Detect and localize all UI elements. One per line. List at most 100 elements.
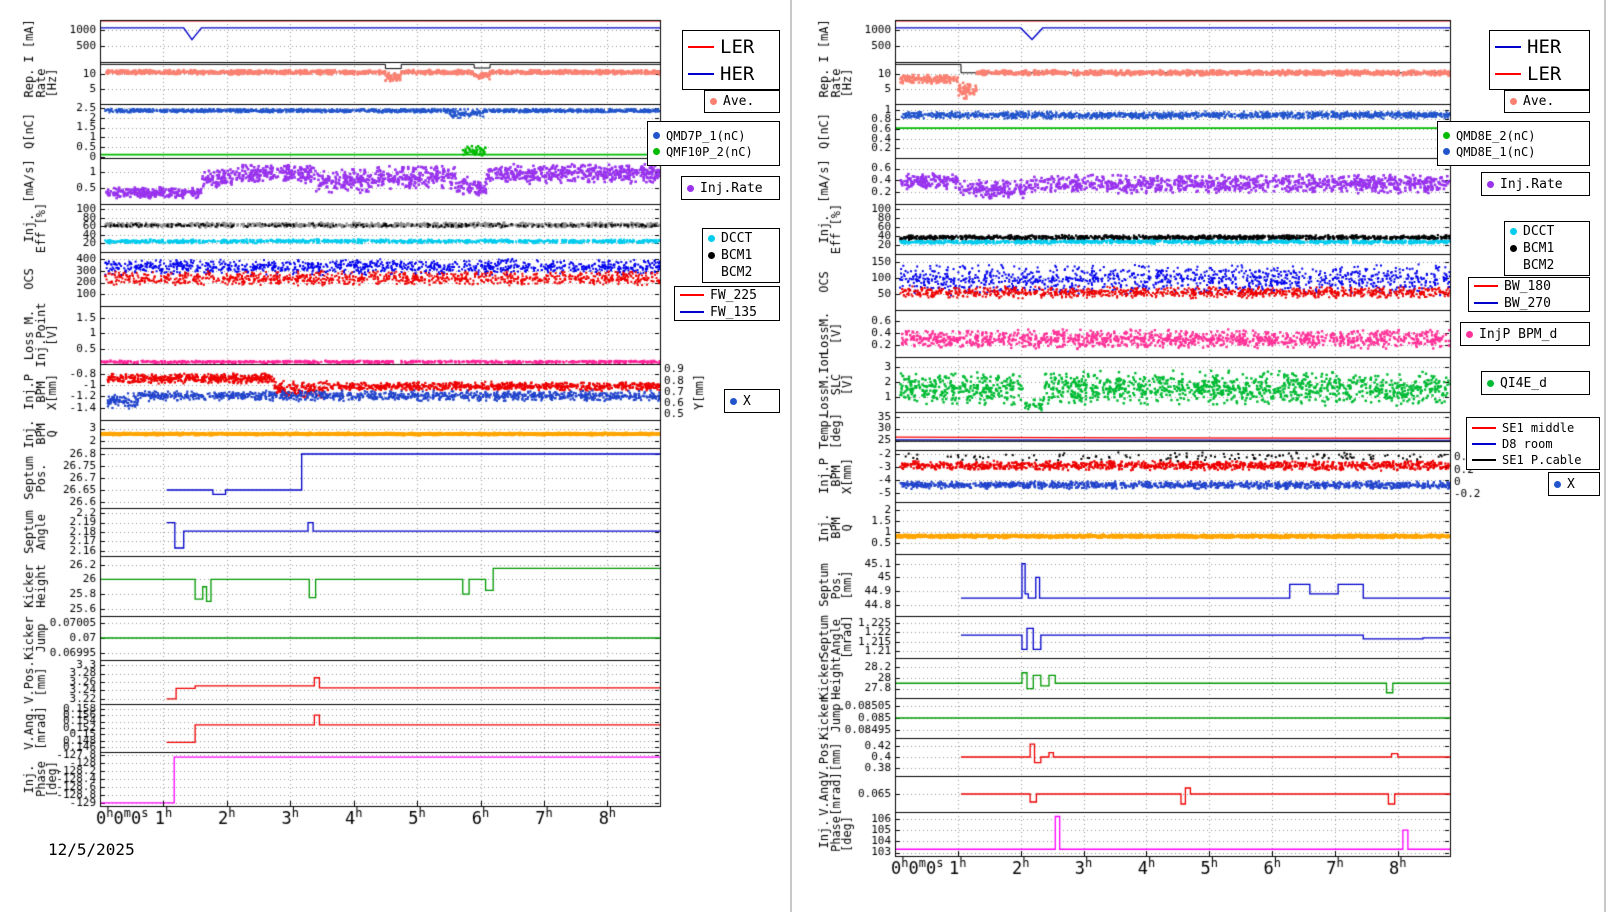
legend-item: QMD7P_1(nC) <box>653 129 774 143</box>
legend-injp-right: InjP BPM_d <box>1460 322 1590 346</box>
legend-label: SE1 P.cable <box>1502 452 1582 467</box>
legend-item: X <box>1554 477 1594 492</box>
right-edge-divider <box>1604 0 1606 912</box>
legend-item: QI4E_d <box>1487 376 1584 391</box>
legend-label: QMD7P_1(nC) <box>666 128 746 143</box>
legend-label: SE1 middle <box>1502 420 1575 435</box>
legend-label: BW_270 <box>1504 295 1551 311</box>
legend-item: X <box>730 394 774 409</box>
legend-item: QMD8E_2(nC) <box>1443 129 1584 143</box>
x-dot-marker <box>1554 480 1561 488</box>
legend-x-left: X <box>724 389 780 413</box>
legend-item: LER <box>688 36 774 58</box>
ave-dot-marker <box>710 98 717 105</box>
injrate-dot-marker <box>687 184 694 192</box>
fw225-line-marker <box>680 294 704 296</box>
x-dot-marker <box>730 397 737 405</box>
legend-item: QMF10P_2(nC) <box>653 145 774 159</box>
legend-item: BCM2 <box>708 265 774 280</box>
legend-label: FW_225 <box>710 287 757 303</box>
legend-label: Inj.Rate <box>1500 176 1563 192</box>
injp-dot-marker <box>1466 330 1473 338</box>
legend-x-right: X <box>1548 472 1600 496</box>
injrate-dot-marker <box>1487 180 1494 188</box>
legend-item: LER <box>1495 63 1584 85</box>
panel-divider <box>790 0 792 912</box>
legend-item: BW_270 <box>1474 296 1584 311</box>
bcm1-dot-marker <box>708 252 715 259</box>
legend-injrate-right: Inj.Rate <box>1481 172 1590 196</box>
legend-item: Inj.Rate <box>1487 177 1584 192</box>
legend-label: LER <box>1527 62 1562 85</box>
legend-item: BCM2 <box>1510 258 1584 273</box>
legend-temp-right: SE1 middle D8 room SE1 P.cable <box>1466 417 1600 470</box>
legend-bw-right: BW_180 BW_270 <box>1468 277 1590 312</box>
legend-item: DCCT <box>708 231 774 246</box>
legend-label: BCM1 <box>721 248 753 263</box>
legend-item: BCM1 <box>1510 241 1584 256</box>
ave-dot-marker <box>1510 98 1517 105</box>
legend-item: Ave. <box>1510 94 1584 109</box>
legend-label: BCM2 <box>1523 258 1555 273</box>
legend-injrate-left: Inj.Rate <box>681 176 780 200</box>
ler-line-marker <box>688 45 714 48</box>
legend-label: QMD8E_1(nC) <box>1456 144 1536 159</box>
bw180-line-marker <box>1474 285 1498 287</box>
legend-ave-left: Ave. <box>704 90 780 113</box>
legend-eff-right: DCCT BCM1 BCM2 <box>1504 221 1590 276</box>
legend-label: FW_135 <box>710 304 757 320</box>
legend-label: QMD8E_2(nC) <box>1456 128 1536 143</box>
legend-label: LER <box>720 35 755 58</box>
legend-item: DCCT <box>1510 224 1584 239</box>
her-line-marker <box>688 72 714 75</box>
legend-label: DCCT <box>721 231 753 246</box>
legend-item: InjP BPM_d <box>1466 327 1584 342</box>
qi4e-dot-marker <box>1487 379 1494 387</box>
legend-item: HER <box>1495 36 1584 58</box>
legend-label: X <box>1567 476 1575 492</box>
legend-label: QMF10P_2(nC) <box>666 144 753 159</box>
legend-label: Inj.Rate <box>700 180 763 196</box>
qmd7p-dot-marker <box>653 132 660 139</box>
bcm1-dot-marker <box>1510 245 1517 252</box>
legend-label: DCCT <box>1523 224 1555 239</box>
legend-q-right: QMD8E_2(nC) QMD8E_1(nC) <box>1437 121 1590 166</box>
legend-label: HER <box>1527 35 1562 58</box>
d8-room-line-marker <box>1472 442 1496 445</box>
legend-label: InjP BPM_d <box>1479 326 1558 342</box>
legend-ave-right: Ave. <box>1504 90 1590 113</box>
qmd8e1-dot-marker <box>1443 148 1450 155</box>
legend-qi4e-right: QI4E_d <box>1481 371 1590 395</box>
legend-item: HER <box>688 63 774 85</box>
her-line-marker <box>1495 45 1521 48</box>
legend-item: D8 room <box>1472 437 1594 451</box>
legend-item: SE1 middle <box>1472 421 1594 435</box>
legend-label: Ave. <box>723 94 755 109</box>
legend-item: QMD8E_1(nC) <box>1443 145 1584 159</box>
legend-item: Inj.Rate <box>687 181 774 196</box>
legend-fw-left: FW_225 FW_135 <box>674 286 780 321</box>
legend-item: BCM1 <box>708 248 774 263</box>
legend-item: SE1 P.cable <box>1472 453 1594 467</box>
legend-item: FW_135 <box>680 305 774 320</box>
date-label: 12/5/2025 <box>48 840 135 859</box>
legend-item: Ave. <box>710 94 774 109</box>
legend-eff-left: DCCT BCM1 BCM2 <box>702 228 780 283</box>
legend-label: BW_180 <box>1504 278 1551 294</box>
legend-label: BCM2 <box>721 265 753 280</box>
legend-label: BCM1 <box>1523 241 1555 256</box>
ler-line-marker <box>1495 72 1521 75</box>
qmf10p-dot-marker <box>653 148 660 155</box>
legend-item: BW_180 <box>1474 279 1584 294</box>
legend-label: HER <box>720 62 755 85</box>
legend-label: Ave. <box>1523 94 1555 109</box>
legend-label: QI4E_d <box>1500 375 1547 391</box>
bw270-line-marker <box>1474 302 1498 304</box>
se1-pcable-line-marker <box>1472 458 1496 461</box>
legend-item: FW_225 <box>680 288 774 303</box>
se1-middle-line-marker <box>1472 426 1496 429</box>
legend-label: X <box>743 393 751 409</box>
dcct-dot-marker <box>1510 228 1517 235</box>
legend-label: D8 room <box>1502 436 1553 451</box>
